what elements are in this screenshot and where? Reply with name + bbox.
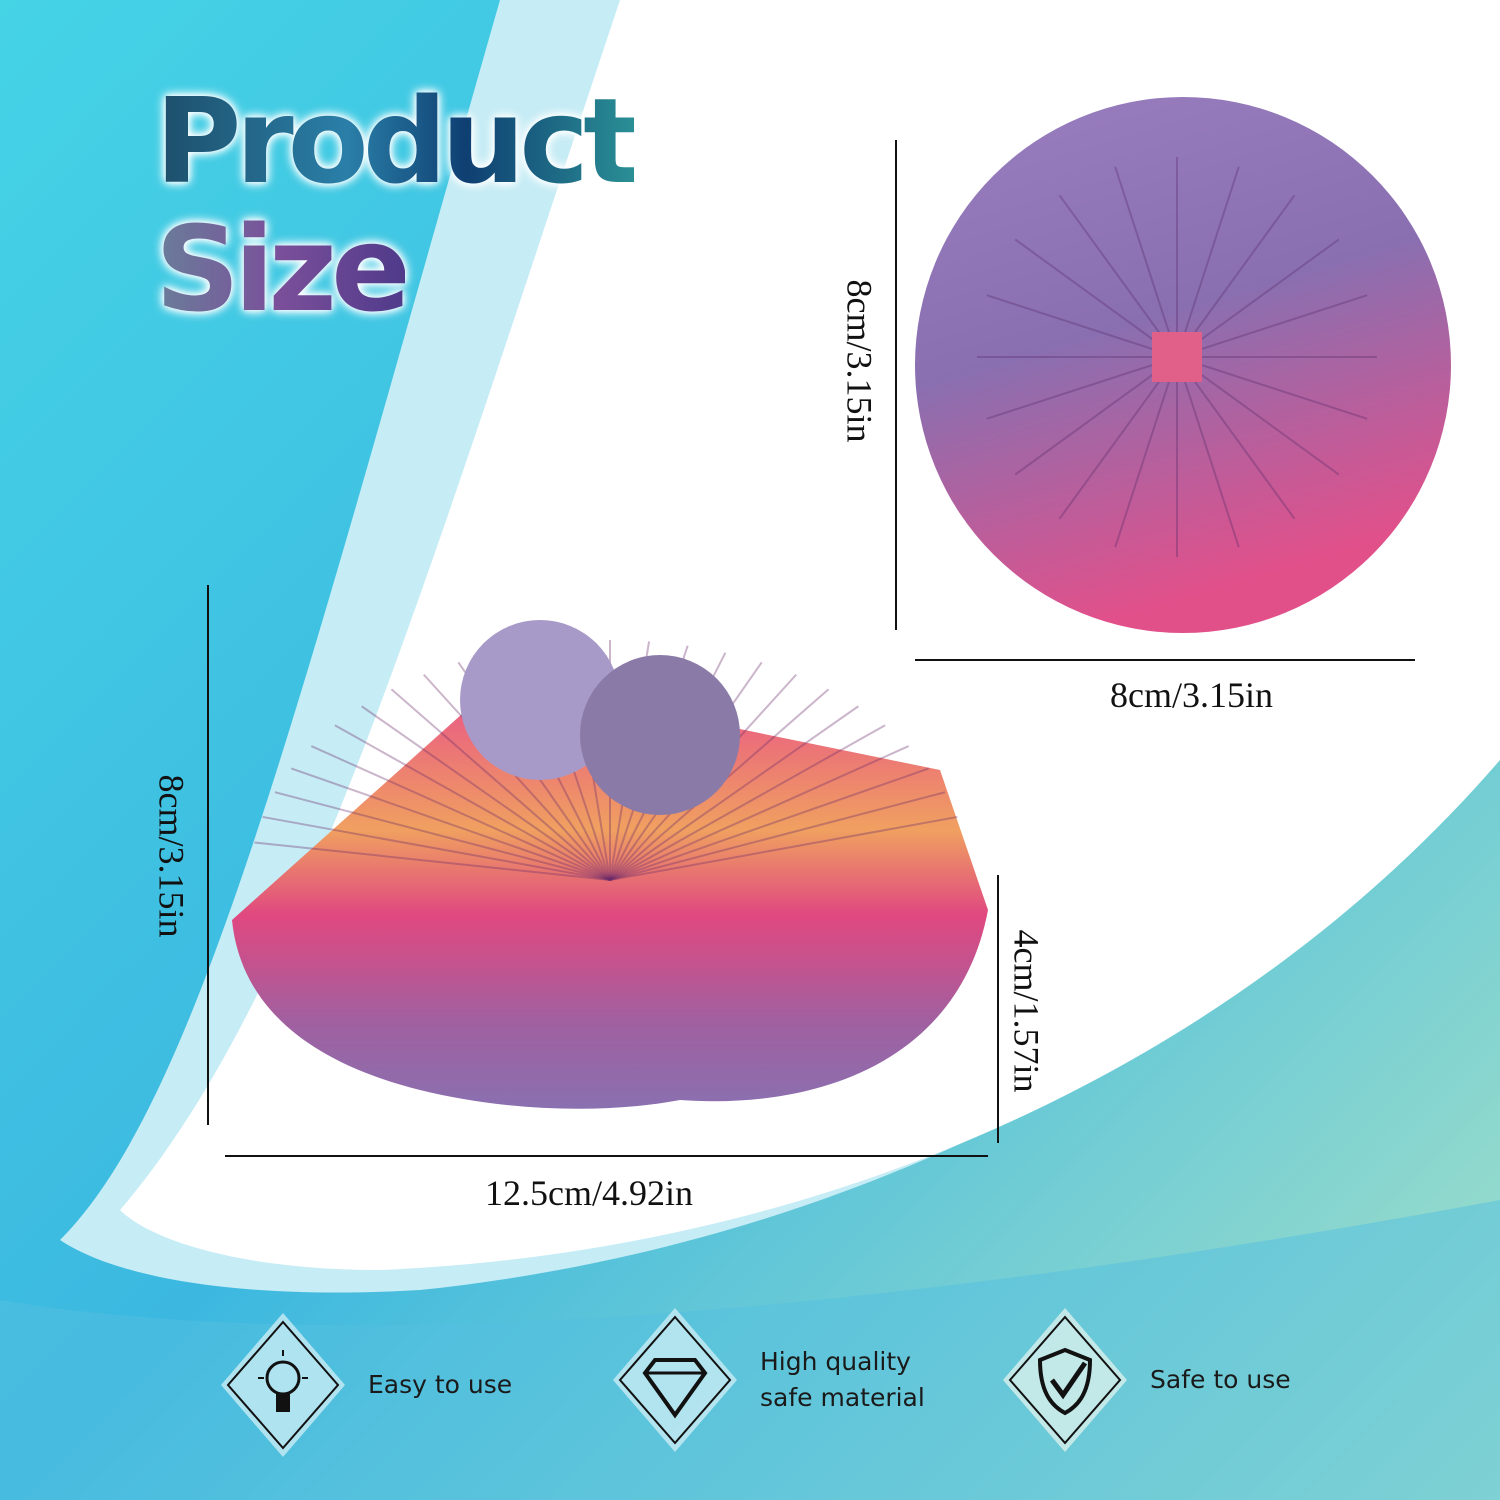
ball-ridge	[1176, 356, 1296, 520]
fan-ridge	[334, 724, 611, 881]
open-height-label: 8cm/3.15in	[151, 774, 192, 938]
fan-ridge	[609, 815, 958, 881]
ball-ridge	[1176, 356, 1368, 420]
fan-ridge	[390, 688, 611, 881]
title-line-1: Product	[155, 72, 640, 210]
feature-safe-to-use: Safe to use	[1000, 1305, 1291, 1455]
fan-ridge	[361, 705, 611, 881]
fan-ridge	[609, 705, 859, 881]
ball-ridge	[1176, 356, 1240, 548]
fan-ridge	[254, 841, 611, 881]
fan-ridge	[609, 791, 946, 881]
ball-height-label: 8cm/3.15in	[839, 279, 880, 443]
ball-ridge	[1176, 356, 1340, 476]
diamond-icon	[613, 1308, 737, 1452]
closed-ball-photo	[915, 97, 1451, 633]
fan-ridge	[262, 815, 611, 881]
dimension-arrows	[207, 140, 1415, 1157]
title-line-2: Size	[155, 200, 411, 338]
open-ball-photo	[232, 620, 988, 1109]
ball-ridge	[1176, 166, 1240, 358]
fan-ridge	[609, 724, 886, 881]
feature-easy-to-use: Easy to use	[218, 1310, 512, 1460]
ball-ridge	[986, 294, 1178, 358]
feature-high-quality: High quality safe material	[610, 1305, 925, 1455]
ball-ridge	[1176, 294, 1368, 358]
feature-label-line-1: High quality	[760, 1347, 911, 1376]
fan-ridge	[609, 767, 930, 881]
ball-ridge	[1014, 238, 1178, 358]
fan-ridge	[310, 745, 611, 881]
ball-ridge	[1058, 194, 1178, 358]
ball-ridge	[1176, 194, 1296, 358]
ball-ridge	[1114, 356, 1178, 548]
lightbulb-icon	[221, 1313, 345, 1457]
feature-label: Safe to use	[1150, 1365, 1291, 1394]
fan-ridge	[290, 767, 611, 881]
ball-ridge	[1058, 356, 1178, 520]
open-half-height-label: 4cm/1.57in	[1006, 929, 1047, 1093]
fan-ridge	[274, 791, 611, 881]
ball-ridge	[1176, 238, 1340, 358]
ball-ridge	[1014, 356, 1178, 476]
fan-ridge	[609, 745, 910, 881]
fan-ridge	[423, 673, 611, 881]
open-width-label: 12.5cm/4.92in	[485, 1173, 693, 1213]
ball-width-label: 8cm/3.15in	[1110, 675, 1273, 715]
ball-ridge	[1114, 166, 1178, 358]
feature-label: Easy to use	[368, 1370, 513, 1399]
ball-ridge	[986, 356, 1178, 420]
shield-check-icon	[1003, 1308, 1127, 1452]
feature-label-line-2: safe material	[760, 1383, 925, 1412]
